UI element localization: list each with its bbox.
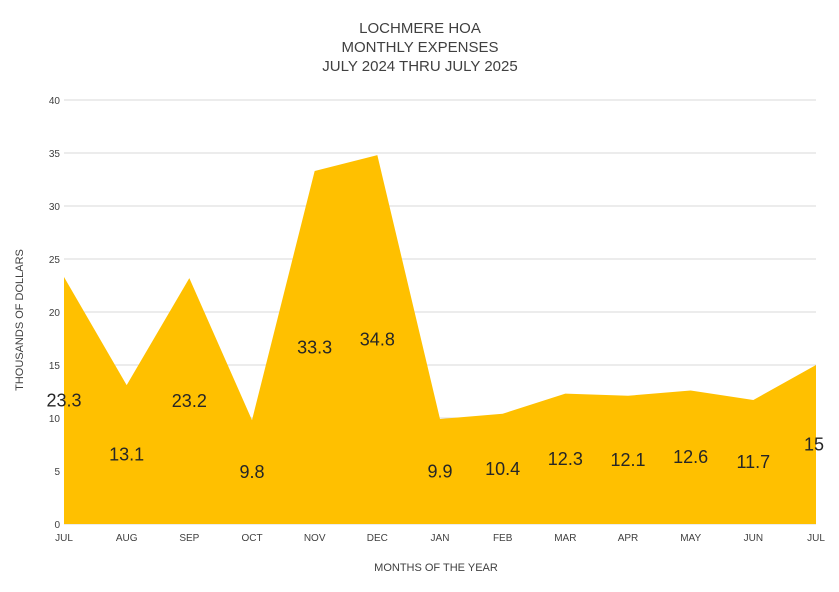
x-tick-label: SEP — [179, 533, 199, 544]
x-tick-label: JUN — [744, 533, 763, 544]
x-tick-label: JUL — [55, 533, 73, 544]
chart-title-line-3: JULY 2024 THRU JULY 2025 — [322, 58, 517, 75]
data-label: 15 — [804, 435, 824, 455]
data-labels: 23.3 13.1 23.2 9.8 33.3 34.8 9.9 10.4 12.3 12.1 12… — [46, 330, 824, 483]
y-axis-ticks: 0 5 10 15 20 25 30 35 40 — [49, 96, 61, 531]
x-tick-label: AUG — [116, 533, 138, 544]
chart-title-line-2: MONTHLY EXPENSES — [342, 39, 499, 56]
chart-title: LOCHMERE HOA MONTHLY EXPENSES JULY 2024 … — [322, 20, 517, 75]
x-tick-label: MAR — [554, 533, 576, 544]
data-label: 10.4 — [485, 459, 520, 479]
y-tick-label: 5 — [54, 467, 60, 478]
data-label: 12.3 — [548, 449, 583, 469]
y-tick-label: 40 — [49, 96, 61, 107]
y-tick-label: 0 — [54, 520, 60, 531]
chart-title-line-1: LOCHMERE HOA — [359, 20, 481, 37]
x-axis-title: MONTHS OF THE YEAR — [374, 562, 498, 574]
data-label: 9.8 — [239, 462, 264, 482]
y-tick-label: 20 — [49, 308, 61, 319]
data-label: 33.3 — [297, 338, 332, 358]
y-tick-label: 15 — [49, 361, 61, 372]
area-series — [63, 155, 817, 524]
data-label: 23.2 — [172, 391, 207, 411]
x-tick-label: MAY — [680, 533, 701, 544]
expense-area — [64, 155, 816, 524]
y-tick-label: 35 — [49, 149, 61, 160]
data-label: 12.6 — [673, 447, 708, 467]
x-tick-label: JAN — [431, 533, 450, 544]
data-label: 9.9 — [427, 462, 452, 482]
data-label: 34.8 — [360, 330, 395, 350]
x-tick-label: NOV — [304, 533, 326, 544]
data-label: 11.7 — [736, 452, 770, 472]
x-tick-label: JUL — [807, 533, 825, 544]
y-tick-label: 10 — [49, 414, 61, 425]
data-label: 12.1 — [610, 450, 645, 470]
x-axis-ticks: JUL AUG SEP OCT NOV DEC JAN FEB MAR APR MAY JUN JUL — [55, 533, 825, 544]
x-tick-label: APR — [618, 533, 639, 544]
x-tick-label: DEC — [367, 533, 388, 544]
x-tick-label: OCT — [241, 533, 262, 544]
data-label: 13.1 — [109, 445, 144, 465]
y-tick-label: 25 — [49, 255, 61, 266]
data-label: 23.3 — [46, 391, 81, 411]
y-tick-label: 30 — [49, 202, 61, 213]
y-axis-title: THOUSANDS OF DOLLARS — [14, 249, 26, 391]
x-tick-label: FEB — [493, 533, 513, 544]
